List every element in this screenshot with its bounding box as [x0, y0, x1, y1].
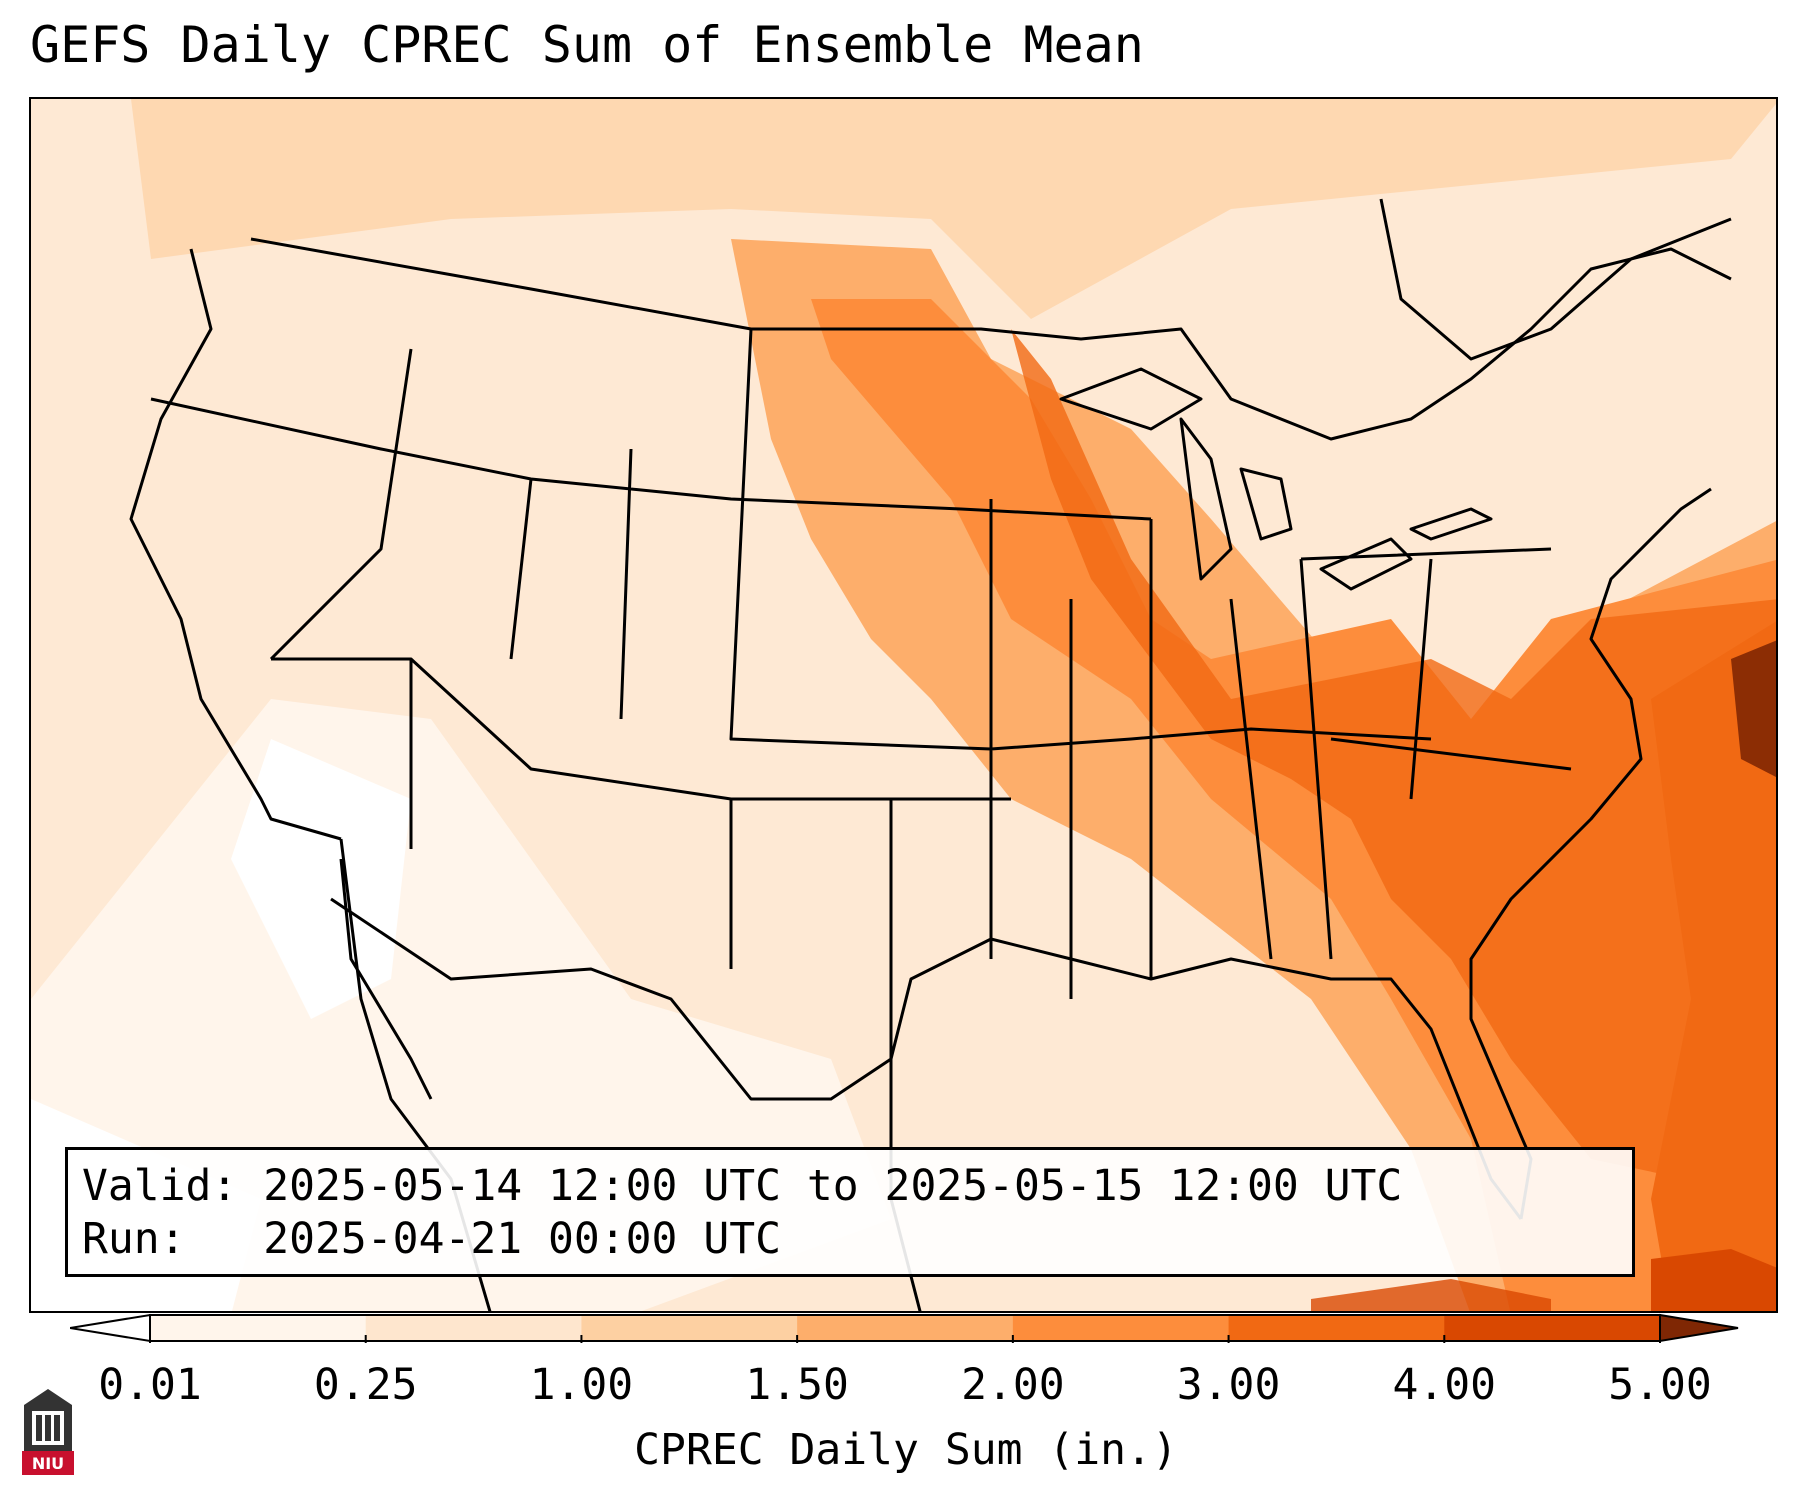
canada-bay [1379, 198, 1732, 361]
colorbar-tick-label: 0.25 [313, 1360, 418, 1410]
gulf-coast [889, 937, 1523, 1220]
us-coastline-west [129, 248, 342, 841]
run-label: Run: [82, 1214, 186, 1264]
colorbar-tick-label: 4.00 [1392, 1360, 1497, 1410]
colorbar-tick-label: 3.00 [1176, 1360, 1281, 1410]
colorbar-tick-label: 1.50 [745, 1360, 849, 1410]
valid-row: Valid: 2025-05-14 12:00 UTC to 2025-05-1… [82, 1160, 1618, 1213]
map-canvas [31, 99, 1776, 1311]
boundaries [129, 198, 1732, 1311]
atlantic-coast [1469, 487, 1712, 1220]
valid-value: 2025-05-14 12:00 UTC to 2025-05-15 12:00… [263, 1161, 1403, 1211]
colorbar-segment [1012, 1315, 1230, 1341]
colorbar-tick-label: 5.00 [1608, 1360, 1712, 1410]
colorbar-tick-label: 0.01 [98, 1360, 202, 1410]
colorbar-label: CPREC Daily Sum (in.) [634, 1425, 1178, 1475]
colorbar-under-arrow [70, 1313, 151, 1343]
colorbar-over-arrow [1659, 1313, 1739, 1343]
colorbar-ticks [149, 1335, 1661, 1343]
us-canada-border [250, 237, 1732, 441]
us-mexico-border [330, 897, 892, 1101]
info-box: Valid: 2025-05-14 12:00 UTC to 2025-05-1… [65, 1147, 1635, 1277]
colorbar-segment [365, 1315, 582, 1341]
colorbar-tick-label: 2.00 [961, 1360, 1065, 1410]
great-lakes [1059, 367, 1493, 591]
logo-text: NIU [32, 1454, 64, 1473]
valid-label: Valid: [82, 1161, 238, 1211]
colorbar [70, 1313, 1739, 1343]
precip-shading [31, 99, 1776, 1311]
colorbar-tick-label: 1.00 [529, 1360, 634, 1410]
precip-map [29, 97, 1778, 1313]
run-value: 2025-04-21 00:00 UTC [263, 1214, 781, 1264]
colorbar-segment [797, 1315, 1014, 1341]
colorbar-segments [70, 1313, 1739, 1343]
state-lines [150, 328, 1572, 1099]
colorbar-segment [581, 1315, 798, 1341]
colorbar-segment [150, 1315, 367, 1341]
logo-banner [22, 1451, 74, 1475]
colorbar-segment [1444, 1315, 1661, 1341]
colorbar-segment [1228, 1315, 1445, 1341]
run-row: Run: 2025-04-21 00:00 UTC [82, 1213, 1618, 1266]
chart-title: GEFS Daily CPREC Sum of Ensemble Mean [30, 16, 1144, 74]
niu-logo: NIU [22, 1389, 74, 1475]
colorbar-outline [149, 1314, 1661, 1342]
